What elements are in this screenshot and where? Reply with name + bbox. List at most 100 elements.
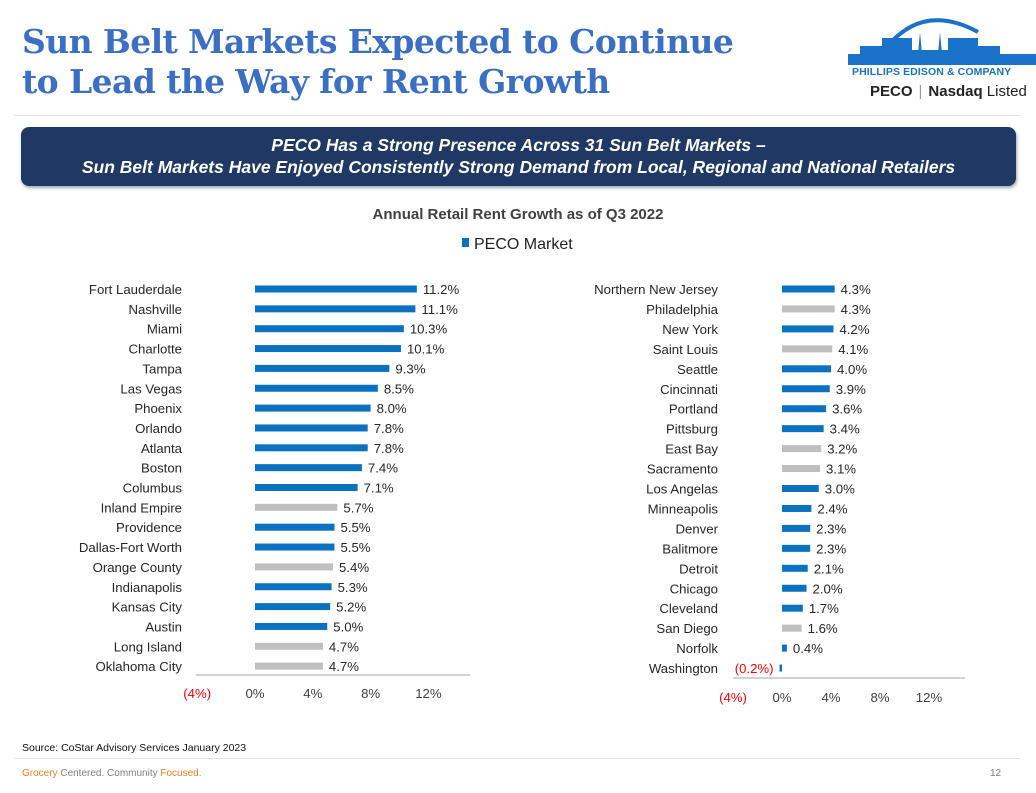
bar-other-market [782,345,833,353]
category-label: Sacramento [647,462,718,477]
bar-peco-market [255,484,358,491]
category-label: Norfolk [676,641,718,656]
bar-peco-market [782,644,787,652]
category-label: Miami [147,322,182,337]
bar-peco-market [782,544,811,552]
bar-peco-market [255,444,368,452]
data-label: 3.2% [827,442,857,457]
logo-listed: Listed [986,83,1027,100]
bar-peco-market [255,464,362,472]
bar-other-market [255,662,323,670]
bar-other-market [782,445,822,453]
category-label: Oklahoma City [96,659,183,674]
category-label: Washington [649,661,718,676]
page-title: Sun Belt Markets Expected to Continue to… [22,22,734,102]
bar-peco-market [255,325,404,333]
category-label: Phoenix [134,401,182,416]
x-tick-label: (4%) [719,690,747,705]
data-label: 5.5% [340,540,370,555]
category-label: Philadelphia [646,302,719,317]
bar-peco-market [255,543,335,551]
bar-other-market [782,465,820,473]
category-label: Kansas City [112,600,183,615]
data-label: 4.2% [839,322,869,337]
bar-other-market [782,305,835,313]
data-label: 2.1% [814,561,844,576]
data-label: 10.1% [407,342,445,357]
data-label: 11.2% [423,282,460,297]
category-label: Indianapolis [112,580,183,595]
category-label: Tampa [142,361,182,376]
data-label: 4.1% [838,342,868,357]
bar-peco-market [782,524,811,532]
category-label: Balitmore [662,541,718,556]
page-title-line-2: to Lead the Way for Rent Growth [22,62,610,101]
source-note: Source: CoStar Advisory Services January… [22,742,247,754]
tagline-focused: Focused. [160,768,202,779]
tagline-grocery: Grocery [22,768,58,779]
bar-peco-market [255,583,332,591]
category-label: Northern New Jersey [594,282,718,297]
category-label: Pittsburg [666,422,718,437]
data-label: 2.3% [816,521,846,536]
category-label: Portland [669,402,718,417]
logo-ticker: PECO [870,83,913,100]
data-label: 9.3% [395,361,425,376]
category-label: Saint Louis [653,342,719,357]
data-label: 3.0% [825,482,855,497]
bar-peco-market [782,504,812,512]
bar-peco-market [782,405,827,413]
logo-company-name: PHILLIPS EDISON & COMPANY [852,66,1012,78]
category-label: Inland Empire [101,500,182,515]
bar-peco-market [782,365,831,373]
data-label: 5.5% [340,520,370,535]
data-label: 7.1% [364,481,394,496]
category-label: Atlanta [141,441,183,456]
data-label: 5.7% [343,500,373,515]
category-label: Detroit [679,561,718,576]
data-label: 7.8% [374,421,404,436]
bar-peco-market [782,285,835,293]
data-label: 1.7% [809,601,839,616]
bar-peco-market [779,664,782,672]
data-label: 2.3% [816,541,846,556]
bar-peco-market [255,603,331,611]
category-label: Charlotte [128,342,182,357]
category-label: Chicago [670,581,718,596]
chart-title: Annual Retail Rent Growth as of Q3 2022 [372,206,664,223]
data-label: 3.6% [832,402,862,417]
data-label-negative: (0.2%) [735,661,774,676]
legend-label-peco: PECO Market [474,236,573,253]
data-label: 5.4% [339,560,369,575]
logo-exchange: Nasdaq [928,83,983,100]
bar-other-market [255,503,338,511]
logo-separator: | [918,83,923,100]
headline-banner: PECO Has a Strong Presence Across 31 Sun… [21,127,1016,186]
category-label: Austin [145,619,182,634]
category-label: Cincinnati [660,382,718,397]
category-label: San Diego [656,621,718,636]
x-tick-label: 12% [415,686,442,701]
category-label: Los Angelas [646,482,718,497]
bar-peco-market [782,385,830,393]
category-label: Dallas-Fort Worth [79,540,182,555]
data-label: 0.4% [793,641,823,656]
tagline-middle: Centered. Community [57,768,161,779]
footer-tagline: Grocery Centered. Community Focused. [22,768,202,779]
peco-logo-icon [848,18,1036,65]
x-tick-label: 4% [303,686,322,701]
data-label: 10.3% [410,322,448,337]
data-label: 7.4% [368,461,398,476]
bar-other-market [782,624,802,632]
page-number: 12 [990,768,1002,779]
x-tick-label: 0% [245,686,264,701]
data-label: 5.3% [338,580,368,595]
bar-peco-market [782,564,808,572]
data-label: 3.9% [836,382,866,397]
data-label: 4.7% [329,639,359,654]
category-label: Fort Lauderdale [89,282,182,297]
data-label: 8.5% [384,381,414,396]
bar-peco-market [782,604,803,612]
footer-divider [14,758,1020,759]
category-label: Minneapolis [648,501,719,516]
